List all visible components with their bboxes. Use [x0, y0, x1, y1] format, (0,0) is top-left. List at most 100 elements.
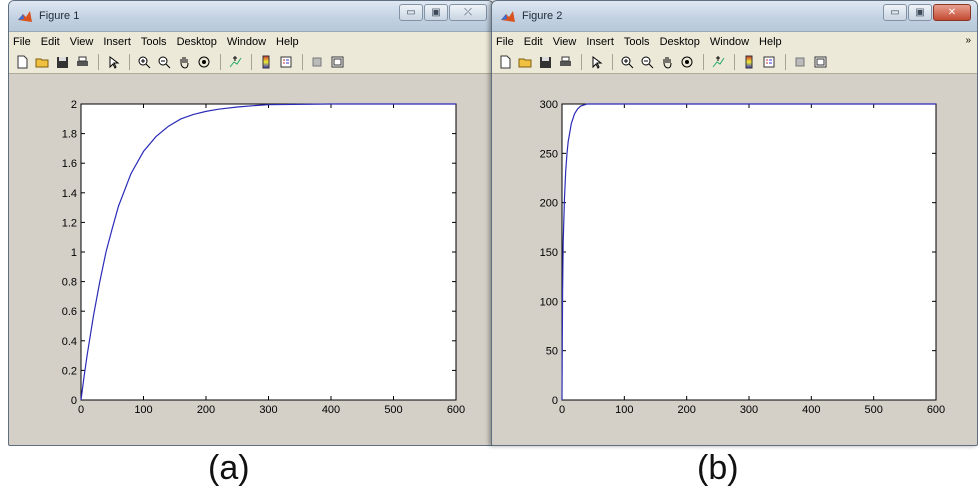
x-tick-label: 400: [322, 404, 340, 416]
plot-area[interactable]: 0 100 200 300 400 500 600 0 0.2 0.4 0.6 0.8 1 1.2 1.4 1…: [9, 73, 494, 423]
toolbar-separator: [785, 54, 786, 70]
x-tick-label: 0: [559, 404, 565, 416]
insert-legend-icon[interactable]: [277, 53, 295, 71]
y-tick-label: 200: [540, 198, 558, 210]
menu-bar: File Edit View Insert Tools Desktop Wind…: [492, 32, 977, 51]
minimize-button[interactable]: ▭: [399, 4, 423, 21]
y-tick-label: 0: [552, 395, 558, 407]
figure-toolbar: [9, 51, 493, 74]
minimize-button[interactable]: ▭: [883, 4, 907, 21]
zoom-out-icon[interactable]: [638, 53, 656, 71]
new-figure-icon[interactable]: [496, 53, 514, 71]
x-tick-label: 300: [259, 404, 277, 416]
caption-b: (b): [697, 449, 739, 487]
axes-box: [561, 103, 937, 401]
rotate-3d-icon[interactable]: [195, 53, 213, 71]
y-tick-label: 2: [71, 99, 77, 111]
menu-help[interactable]: Help: [276, 35, 299, 48]
series-line: [561, 103, 936, 401]
y-tick-label: 0.8: [62, 277, 77, 289]
insert-legend-icon[interactable]: [760, 53, 778, 71]
x-tick-label: 500: [384, 404, 402, 416]
edit-plot-icon[interactable]: [587, 53, 605, 71]
zoom-in-icon[interactable]: [618, 53, 636, 71]
menu-view[interactable]: View: [69, 35, 94, 48]
window-title: Figure 2: [522, 10, 563, 22]
figure-2-window: Figure 2 ▭ ▣ ✕ File Edit View Insert Too…: [491, 0, 978, 446]
menu-insert[interactable]: Insert: [586, 35, 614, 48]
hide-plot-tools-icon[interactable]: [308, 53, 326, 71]
menu-edit[interactable]: Edit: [523, 35, 543, 48]
new-figure-icon[interactable]: [13, 53, 31, 71]
show-plot-tools-icon[interactable]: [328, 53, 346, 71]
y-tick-label: 300: [540, 99, 558, 111]
pan-icon[interactable]: [658, 53, 676, 71]
menu-help[interactable]: Help: [759, 35, 782, 48]
menu-tools[interactable]: Tools: [140, 35, 167, 48]
y-tick-label: 100: [540, 296, 558, 308]
maximize-button[interactable]: ▣: [424, 4, 448, 21]
toolbar-separator: [129, 54, 130, 70]
toolbar-separator: [220, 54, 221, 70]
print-icon[interactable]: [556, 53, 574, 71]
y-tick-label: 250: [540, 148, 558, 160]
menu-file[interactable]: File: [496, 35, 514, 48]
menu-window[interactable]: Window: [709, 35, 750, 48]
axes-box: [80, 103, 457, 401]
y-tick-label: 0.6: [62, 306, 77, 318]
menu-overflow-chevron[interactable]: »: [965, 35, 971, 46]
close-button[interactable]: ✕: [933, 4, 971, 21]
matlab-icon: [501, 11, 515, 22]
x-tick-label: 200: [677, 404, 695, 416]
pan-icon[interactable]: [175, 53, 193, 71]
maximize-button[interactable]: ▣: [908, 4, 932, 21]
x-tick-label: 0: [78, 404, 84, 416]
y-tick-label: 0.4: [62, 336, 77, 348]
title-bar[interactable]: Figure 1 ▭ ▣ ⤫: [9, 1, 493, 32]
open-file-icon[interactable]: [33, 53, 51, 71]
menu-view[interactable]: View: [552, 35, 577, 48]
figure-1-window: Figure 1 ▭ ▣ ⤫ File Edit View Insert Too…: [8, 0, 494, 446]
zoom-out-icon[interactable]: [155, 53, 173, 71]
close-button[interactable]: ⤫: [449, 4, 487, 21]
zoom-in-icon[interactable]: [135, 53, 153, 71]
rotate-3d-icon[interactable]: [678, 53, 696, 71]
menu-file[interactable]: File: [13, 35, 31, 48]
matlab-icon: [18, 11, 32, 22]
data-cursor-icon[interactable]: [709, 53, 727, 71]
edit-plot-icon[interactable]: [104, 53, 122, 71]
y-tick-label: 50: [546, 346, 558, 358]
insert-colorbar-icon[interactable]: [257, 53, 275, 71]
show-plot-tools-icon[interactable]: [811, 53, 829, 71]
menu-tools[interactable]: Tools: [623, 35, 650, 48]
print-icon[interactable]: [73, 53, 91, 71]
menu-edit[interactable]: Edit: [40, 35, 60, 48]
toolbar-separator: [581, 54, 582, 70]
save-icon[interactable]: [53, 53, 71, 71]
y-tick-label: 150: [540, 247, 558, 259]
data-cursor-icon[interactable]: [226, 53, 244, 71]
y-tick-label: 1.2: [62, 217, 77, 229]
title-bar[interactable]: Figure 2 ▭ ▣ ✕: [492, 1, 977, 32]
window-title: Figure 1: [39, 10, 80, 22]
plot-area[interactable]: 0 100 200 300 400 500 600 0 50 100 150 200 250 300: [492, 73, 978, 423]
menu-insert[interactable]: Insert: [103, 35, 131, 48]
figure-toolbar: [492, 51, 977, 74]
save-icon[interactable]: [536, 53, 554, 71]
toolbar-separator: [251, 54, 252, 70]
toolbar-separator: [703, 54, 704, 70]
toolbar-separator: [612, 54, 613, 70]
y-tick-label: 1.6: [62, 158, 77, 170]
open-file-icon[interactable]: [516, 53, 534, 71]
x-tick-label: 200: [197, 404, 215, 416]
menu-window[interactable]: Window: [226, 35, 267, 48]
y-tick-label: 0.2: [62, 365, 77, 377]
x-tick-label: 600: [447, 404, 465, 416]
y-tick-label: 0: [71, 395, 77, 407]
x-tick-label: 500: [864, 404, 882, 416]
menu-desktop[interactable]: Desktop: [659, 35, 700, 48]
caption-a: (a): [208, 449, 250, 487]
hide-plot-tools-icon[interactable]: [791, 53, 809, 71]
insert-colorbar-icon[interactable]: [740, 53, 758, 71]
menu-desktop[interactable]: Desktop: [176, 35, 217, 48]
